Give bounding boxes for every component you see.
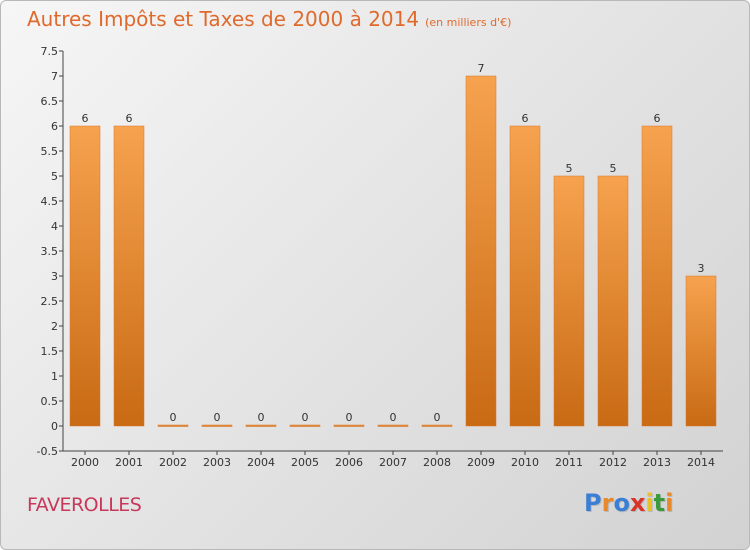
y-tick-label: 7.5	[41, 45, 59, 58]
x-tick-label: 2005	[291, 456, 319, 469]
x-tick-label: 2004	[247, 456, 275, 469]
bar-value-label: 0	[214, 411, 221, 424]
y-tick-label: 0	[51, 420, 58, 433]
bar	[289, 424, 321, 427]
bar-value-label: 0	[302, 411, 309, 424]
logo-letter: i	[645, 489, 654, 517]
x-tick-label: 2014	[687, 456, 715, 469]
x-tick-label: 2001	[115, 456, 143, 469]
bar	[641, 125, 673, 427]
x-tick-label: 2008	[423, 456, 451, 469]
bar-value-label: 7	[478, 62, 485, 75]
bar	[245, 424, 277, 427]
y-tick-label: 5.5	[41, 145, 59, 158]
y-tick-label: 6	[51, 120, 58, 133]
bar	[421, 424, 453, 427]
x-tick-label: 2002	[159, 456, 187, 469]
bar	[597, 175, 629, 427]
y-tick-label: 6.5	[41, 95, 59, 108]
y-tick-label: 1.5	[41, 345, 59, 358]
bar-value-label: 6	[522, 112, 529, 125]
bar	[69, 125, 101, 427]
bar	[377, 424, 409, 427]
bar-value-label: 3	[698, 262, 705, 275]
x-tick-label: 2007	[379, 456, 407, 469]
bar-value-label: 0	[346, 411, 353, 424]
x-tick-label: 2003	[203, 456, 231, 469]
x-tick-label: 2010	[511, 456, 539, 469]
y-tick-label: 0.5	[41, 395, 59, 408]
x-tick-label: 2006	[335, 456, 363, 469]
x-tick-label: 2013	[643, 456, 671, 469]
bar	[333, 424, 365, 427]
bar-value-label: 6	[82, 112, 89, 125]
x-tick-label: 2011	[555, 456, 583, 469]
bar-value-label: 0	[434, 411, 441, 424]
y-tick-label: 1	[51, 370, 58, 383]
bar-value-label: 0	[390, 411, 397, 424]
y-tick-label: 5	[51, 170, 58, 183]
logo-letter: o	[613, 489, 630, 517]
bar	[157, 424, 189, 427]
logo-letter: r	[601, 489, 614, 517]
y-tick-label: 3	[51, 270, 58, 283]
logo-letter: t	[653, 489, 666, 517]
y-tick-label: 2.5	[41, 295, 59, 308]
logo-letter: i	[665, 489, 674, 517]
bar-value-label: 5	[566, 162, 573, 175]
y-tick-label: 7	[51, 70, 58, 83]
proxiti-logo: Proxiti	[584, 489, 673, 517]
commune-name: FAVEROLLES	[27, 494, 142, 516]
chart-title: Autres Impôts et Taxes de 2000 à 2014 (en…	[27, 7, 511, 31]
chart-title-text: Autres Impôts et Taxes de 2000 à 2014	[27, 7, 420, 31]
y-tick-label: 4	[51, 220, 58, 233]
bar-value-label: 5	[610, 162, 617, 175]
bar	[465, 75, 497, 427]
x-tick-label: 2012	[599, 456, 627, 469]
x-tick-label: 2000	[71, 456, 99, 469]
y-tick-label: 4.5	[41, 195, 59, 208]
y-tick-label: 2	[51, 320, 58, 333]
chart-subtitle: (en milliers d'€)	[425, 16, 512, 29]
bar	[113, 125, 145, 427]
y-tick-label: -0.5	[37, 445, 58, 458]
bar-value-label: 0	[170, 411, 177, 424]
bar	[201, 424, 233, 427]
logo-letter: x	[629, 489, 646, 517]
bar	[509, 125, 541, 427]
y-tick-label: 3.5	[41, 245, 59, 258]
bar	[685, 275, 717, 427]
bar-value-label: 6	[126, 112, 133, 125]
logo-letter: P	[584, 489, 602, 517]
bar	[553, 175, 585, 427]
bar-value-label: 0	[258, 411, 265, 424]
bar-value-label: 6	[654, 112, 661, 125]
x-tick-label: 2009	[467, 456, 495, 469]
